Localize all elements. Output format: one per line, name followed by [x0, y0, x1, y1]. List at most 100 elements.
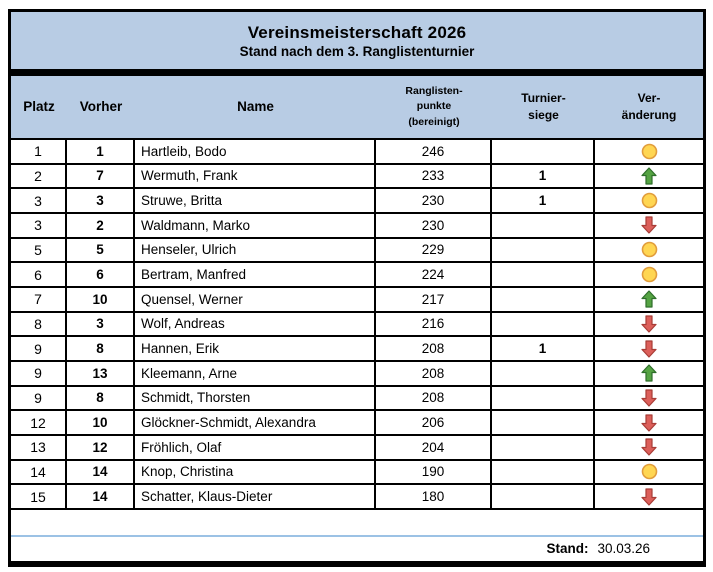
- table-row: 3 2 Waldmann, Marko 230: [11, 213, 703, 239]
- column-header-punkte-line3: (bereinigt): [408, 115, 460, 128]
- page-subtitle: Stand nach dem 3. Ranglistenturnier: [239, 43, 475, 59]
- punkte-cell: 224: [376, 263, 492, 286]
- green-up-arrow-icon: [641, 364, 657, 382]
- column-header-platz: Platz: [23, 98, 55, 114]
- name-cell: Struwe, Britta: [135, 189, 376, 212]
- table-row: 15 14 Schatter, Klaus-Dieter 180: [11, 485, 703, 510]
- siege-cell: [492, 411, 595, 434]
- name-cell: Quensel, Werner: [135, 287, 376, 311]
- name-cell: Schatter, Klaus-Dieter: [135, 485, 376, 508]
- vorher-cell: 14: [67, 460, 135, 484]
- stand-label: Stand:: [546, 541, 589, 557]
- column-header-punkte: Ranglisten- punkte (bereinigt): [376, 76, 492, 138]
- green-up-arrow-icon: [641, 290, 657, 308]
- table-row: 5 5 Henseler, Ulrich 229: [11, 238, 703, 264]
- trend-cell: [595, 239, 703, 262]
- punkte-cell: 233: [376, 164, 492, 188]
- column-header-name: Name: [237, 98, 274, 114]
- punkte-cell: 230: [376, 213, 492, 237]
- siege-cell: [492, 312, 595, 336]
- table-row: 9 8 Hannen, Erik 208 1: [11, 337, 703, 362]
- trend-cell: [595, 436, 703, 459]
- name-cell: Hannen, Erik: [135, 337, 376, 360]
- name-cell: Bertram, Manfred: [135, 263, 376, 286]
- vorher-cell: 14: [67, 485, 135, 508]
- yellow-circle-icon: [641, 192, 657, 209]
- ranking-table: Vereinsmeisterschaft 2026 Stand nach dem…: [8, 9, 706, 567]
- platz-cell: 14: [11, 460, 67, 484]
- punkte-cell: 180: [376, 485, 492, 508]
- platz-cell: 12: [11, 411, 67, 434]
- platz-cell: 3: [11, 213, 67, 237]
- yellow-circle-icon: [641, 143, 657, 160]
- trend-cell: [595, 313, 703, 336]
- vorher-cell: 8: [67, 337, 135, 360]
- empty-row: [11, 509, 703, 537]
- name-cell: Glöckner-Schmidt, Alexandra: [135, 411, 376, 434]
- table-row: 9 8 Schmidt, Thorsten 208: [11, 386, 703, 412]
- vorher-cell: 6: [67, 263, 135, 286]
- trend-cell: [595, 485, 703, 508]
- punkte-cell: 217: [376, 287, 492, 311]
- name-cell: Schmidt, Thorsten: [135, 386, 376, 410]
- footer: Stand: 30.03.26: [11, 536, 703, 561]
- red-down-arrow-icon: [641, 339, 657, 358]
- siege-cell: [492, 485, 595, 508]
- siege-cell: 1: [492, 164, 595, 188]
- red-down-arrow-icon: [641, 216, 657, 234]
- column-header-veraenderung-line1: Ver-: [637, 90, 661, 105]
- punkte-cell: 208: [376, 386, 492, 410]
- punkte-cell: 206: [376, 411, 492, 434]
- platz-cell: 2: [11, 164, 67, 188]
- table-row: 13 12 Fröhlich, Olaf 204: [11, 435, 703, 461]
- trend-cell: [595, 461, 703, 484]
- yellow-circle-icon: [641, 242, 657, 258]
- platz-cell: 13: [11, 435, 67, 459]
- name-cell: Kleemann, Arne: [135, 361, 376, 385]
- table-row: 6 6 Bertram, Manfred 224: [11, 263, 703, 288]
- red-down-arrow-icon: [641, 438, 657, 456]
- table-row: 1 1 Hartleib, Bodo 246: [11, 140, 703, 165]
- vorher-cell: 12: [67, 435, 135, 459]
- table-row: 7 10 Quensel, Werner 217: [11, 287, 703, 313]
- name-cell: Wolf, Andreas: [135, 312, 376, 336]
- trend-cell: [595, 165, 703, 188]
- vorher-cell: 13: [67, 361, 135, 385]
- siege-cell: [492, 263, 595, 286]
- column-header-siege-line2: siege: [528, 108, 559, 122]
- punkte-cell: 229: [376, 238, 492, 262]
- trend-cell: [595, 140, 703, 163]
- table-row: 9 13 Kleemann, Arne 208: [11, 361, 703, 387]
- name-cell: Hartleib, Bodo: [135, 140, 376, 163]
- column-header-punkte-line1: Ranglisten-: [405, 85, 463, 98]
- trend-cell: [595, 214, 703, 237]
- siege-cell: [492, 361, 595, 385]
- siege-cell: [492, 213, 595, 237]
- column-header-veraenderung: Ver- änderung: [595, 76, 703, 138]
- siege-cell: [492, 140, 595, 163]
- red-down-arrow-icon: [641, 413, 657, 432]
- platz-cell: 3: [11, 189, 67, 212]
- trend-cell: [595, 337, 703, 360]
- punkte-cell: 204: [376, 435, 492, 459]
- platz-cell: 15: [11, 485, 67, 508]
- platz-cell: 9: [11, 337, 67, 360]
- platz-cell: 9: [11, 361, 67, 385]
- column-header-veraenderung-line2: änderung: [621, 108, 677, 122]
- punkte-cell: 216: [376, 312, 492, 336]
- siege-cell: [492, 238, 595, 262]
- red-down-arrow-icon: [641, 389, 657, 407]
- vorher-cell: 1: [67, 140, 135, 163]
- vorher-cell: 10: [67, 411, 135, 434]
- punkte-cell: 208: [376, 337, 492, 360]
- platz-cell: 1: [11, 140, 67, 163]
- red-down-arrow-icon: [641, 487, 657, 506]
- trend-cell: [595, 387, 703, 410]
- name-cell: Wermuth, Frank: [135, 164, 376, 188]
- platz-cell: 5: [11, 238, 67, 262]
- column-header-siege-line1: Turnier-: [521, 90, 566, 105]
- punkte-cell: 246: [376, 140, 492, 163]
- trend-cell: [595, 263, 703, 286]
- yellow-circle-icon: [641, 464, 657, 480]
